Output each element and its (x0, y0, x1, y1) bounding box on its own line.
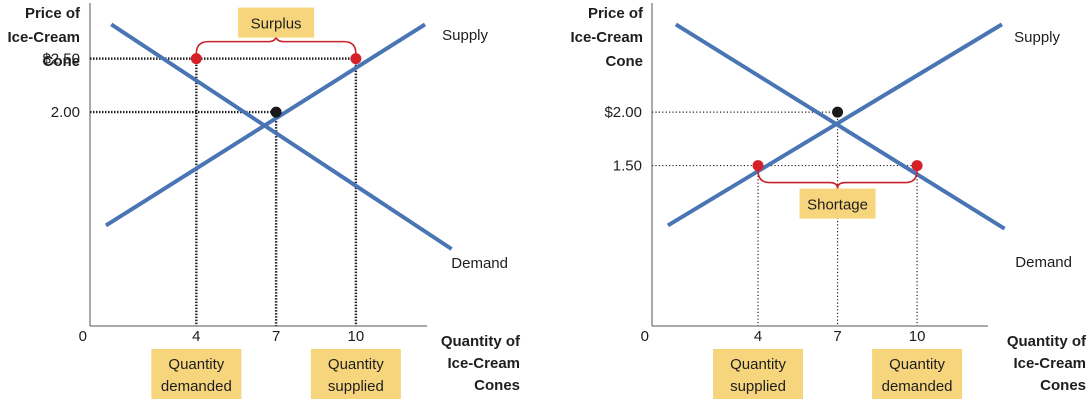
x-axis-title: Quantity of Ice-Cream Cones (1007, 333, 1087, 394)
demand-curve (110, 22, 453, 251)
bracket-surplus (195, 35, 357, 54)
highlight-point (911, 160, 923, 172)
y-tick-label: 1.50 (613, 158, 642, 175)
x-tick-label: 10 (348, 328, 365, 345)
chart-panel-1: Price of Ice-Cream Cone Quantity of Ice-Crea… (7, 3, 521, 399)
origin-label: 0 (641, 328, 649, 345)
y-axis-title: Price of Ice-Cream Cone (570, 5, 644, 70)
demand-label: Demand (1015, 254, 1072, 271)
quantity-label-box (872, 349, 963, 399)
quantity-label: Quantity supplied (328, 356, 384, 395)
y-axis-title: Price of Ice-Cream Cone (7, 5, 81, 70)
shortage-label-box (799, 188, 876, 219)
quantity-label: Quantity demanded (161, 356, 232, 395)
x-tick-label: 7 (833, 328, 841, 345)
demand-label: Demand (451, 255, 508, 272)
x-tick-label: 10 (909, 328, 926, 345)
y-tick-label: $2.00 (604, 104, 642, 121)
supply-label: Supply (442, 27, 488, 44)
shortage-label: Shortage (807, 197, 868, 214)
bracket-shortage (757, 170, 918, 189)
quantity-label-box (713, 349, 804, 399)
highlight-point (190, 53, 202, 65)
x-axis-title: Quantity of Ice-Cream Cones (441, 333, 521, 394)
y-tick-label: $2.50 (42, 51, 80, 68)
chart-panel-2: Price of Ice-Cream Cone Quantity of Ice-Crea… (570, 3, 1087, 399)
highlight-point (350, 53, 362, 65)
quantity-label-box (310, 349, 401, 399)
y-tick-label: 2.00 (51, 104, 80, 121)
supply-label: Supply (1014, 29, 1060, 46)
highlight-point (752, 160, 764, 172)
x-tick-label: 4 (754, 328, 762, 345)
equilibrium-point (270, 106, 282, 118)
quantity-label-box (151, 349, 242, 399)
x-tick-label: 7 (272, 328, 280, 345)
quantity-label: Quantity supplied (730, 356, 786, 395)
origin-label: 0 (79, 328, 87, 345)
surplus-label-box (238, 7, 315, 38)
quantity-label: Quantity demanded (882, 356, 953, 395)
x-tick-label: 4 (192, 328, 200, 345)
equilibrium-point (832, 106, 844, 118)
surplus-label: Surplus (251, 16, 302, 33)
demand-curve (674, 22, 1006, 231)
